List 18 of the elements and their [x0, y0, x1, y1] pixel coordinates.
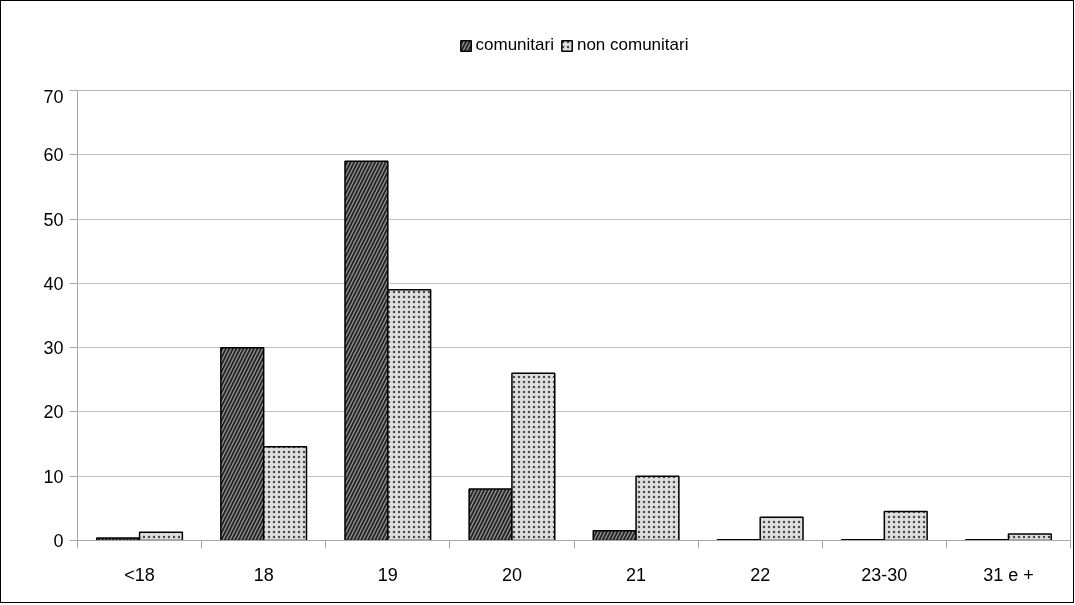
y-tick-label: 70: [43, 86, 64, 107]
x-tick-label: 22: [750, 564, 771, 585]
y-tick-label: 40: [43, 273, 64, 294]
y-tick-label: 50: [43, 209, 64, 230]
legend-label: non comunitari: [576, 35, 689, 55]
x-tick-label: 19: [377, 564, 398, 585]
y-tick-label: 10: [43, 466, 64, 487]
x-tick-label: 31 e +: [983, 564, 1034, 585]
y-tick-label: 0: [53, 531, 64, 551]
y-tick-label: 30: [43, 338, 64, 359]
x-tick-label: 23-30: [861, 564, 908, 585]
x-tick-label: 20: [501, 564, 522, 585]
x-tick-label: <18: [124, 564, 155, 585]
x-tick-label: 18: [253, 564, 274, 585]
x-tick-label: 21: [626, 564, 647, 585]
y-tick-label: 20: [43, 402, 64, 423]
legend-label: comunitari: [475, 35, 554, 55]
y-tick-label: 60: [43, 145, 64, 166]
